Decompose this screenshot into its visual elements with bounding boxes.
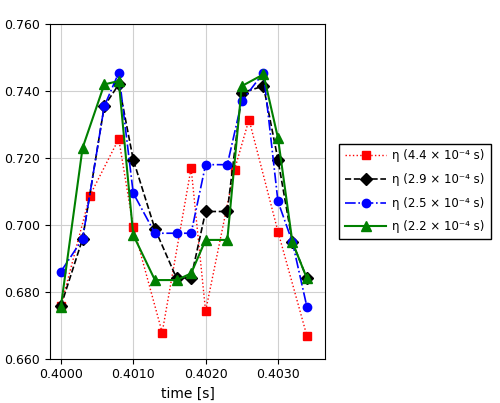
η (2.9 × 10⁻⁴ s): [188, 275, 194, 280]
η (2.5 × 10⁻⁴ s): [80, 237, 86, 241]
Line: η (2.9 × 10⁻⁴ s): η (2.9 × 10⁻⁴ s): [56, 80, 311, 310]
η (4.4 × 10⁻⁴ s): [116, 137, 122, 141]
η (2.2 × 10⁻⁴ s): [152, 278, 158, 283]
η (2.9 × 10⁻⁴ s): [152, 226, 158, 231]
η (2.5 × 10⁻⁴ s): [174, 231, 180, 236]
η (2.5 × 10⁻⁴ s): [290, 240, 296, 245]
η (2.2 × 10⁻⁴ s): [260, 72, 266, 77]
η (2.9 × 10⁻⁴ s): [58, 304, 64, 309]
Line: η (2.5 × 10⁻⁴ s): η (2.5 × 10⁻⁴ s): [56, 69, 311, 311]
η (2.2 × 10⁻⁴ s): [275, 135, 281, 140]
X-axis label: time [s]: time [s]: [160, 387, 214, 401]
η (4.4 × 10⁻⁴ s): [159, 330, 165, 335]
η (2.9 × 10⁻⁴ s): [202, 209, 208, 214]
η (2.9 × 10⁻⁴ s): [275, 157, 281, 162]
η (2.9 × 10⁻⁴ s): [304, 276, 310, 281]
η (2.2 × 10⁻⁴ s): [174, 278, 180, 283]
η (2.5 × 10⁻⁴ s): [188, 231, 194, 236]
η (2.2 × 10⁻⁴ s): [239, 84, 245, 89]
η (2.9 × 10⁻⁴ s): [130, 157, 136, 162]
η (2.2 × 10⁻⁴ s): [304, 276, 310, 281]
η (2.2 × 10⁻⁴ s): [202, 237, 208, 242]
η (2.2 × 10⁻⁴ s): [116, 79, 122, 83]
η (2.5 × 10⁻⁴ s): [116, 70, 122, 75]
η (2.5 × 10⁻⁴ s): [239, 99, 245, 104]
η (2.2 × 10⁻⁴ s): [188, 271, 194, 276]
η (4.4 × 10⁻⁴ s): [246, 117, 252, 122]
η (2.5 × 10⁻⁴ s): [275, 199, 281, 204]
η (2.2 × 10⁻⁴ s): [102, 82, 107, 87]
η (4.4 × 10⁻⁴ s): [202, 309, 208, 314]
η (2.5 × 10⁻⁴ s): [152, 231, 158, 236]
η (2.9 × 10⁻⁴ s): [224, 209, 230, 214]
Line: η (4.4 × 10⁻⁴ s): η (4.4 × 10⁻⁴ s): [56, 115, 311, 340]
η (2.5 × 10⁻⁴ s): [260, 70, 266, 75]
η (2.5 × 10⁻⁴ s): [224, 162, 230, 167]
η (2.2 × 10⁻⁴ s): [224, 237, 230, 242]
η (2.9 × 10⁻⁴ s): [260, 84, 266, 89]
η (2.2 × 10⁻⁴ s): [58, 304, 64, 309]
Legend: η (4.4 × 10⁻⁴ s), η (2.9 × 10⁻⁴ s), η (2.5 × 10⁻⁴ s), η (2.2 × 10⁻⁴ s): η (4.4 × 10⁻⁴ s), η (2.9 × 10⁻⁴ s), η (2…: [339, 143, 490, 239]
η (2.9 × 10⁻⁴ s): [174, 276, 180, 281]
Line: η (2.2 × 10⁻⁴ s): η (2.2 × 10⁻⁴ s): [56, 69, 312, 312]
η (2.9 × 10⁻⁴ s): [290, 240, 296, 245]
η (2.5 × 10⁻⁴ s): [102, 104, 107, 108]
η (2.5 × 10⁻⁴ s): [202, 162, 208, 167]
η (2.2 × 10⁻⁴ s): [290, 240, 296, 245]
η (2.9 × 10⁻⁴ s): [102, 104, 107, 108]
η (2.2 × 10⁻⁴ s): [80, 145, 86, 150]
η (2.5 × 10⁻⁴ s): [304, 304, 310, 309]
η (4.4 × 10⁻⁴ s): [275, 229, 281, 234]
η (4.4 × 10⁻⁴ s): [304, 334, 310, 339]
η (4.4 × 10⁻⁴ s): [87, 193, 93, 198]
η (4.4 × 10⁻⁴ s): [130, 224, 136, 229]
η (2.2 × 10⁻⁴ s): [130, 233, 136, 237]
η (2.5 × 10⁻⁴ s): [58, 269, 64, 274]
η (2.5 × 10⁻⁴ s): [130, 191, 136, 195]
η (4.4 × 10⁻⁴ s): [58, 304, 64, 309]
η (2.9 × 10⁻⁴ s): [239, 90, 245, 95]
η (4.4 × 10⁻⁴ s): [188, 166, 194, 170]
η (2.9 × 10⁻⁴ s): [116, 82, 122, 87]
η (2.9 × 10⁻⁴ s): [80, 237, 86, 241]
η (4.4 × 10⁻⁴ s): [232, 167, 237, 172]
